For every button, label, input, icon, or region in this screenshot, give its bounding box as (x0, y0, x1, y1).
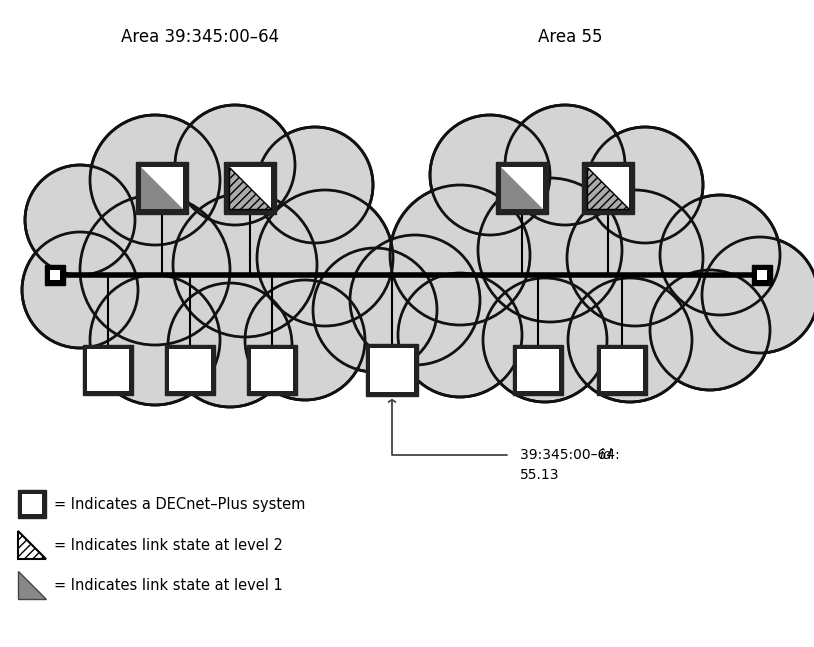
Circle shape (259, 192, 391, 324)
Text: 55.13: 55.13 (520, 468, 559, 482)
Circle shape (245, 280, 365, 400)
Bar (513, 345, 563, 395)
Circle shape (398, 273, 522, 397)
Bar (224, 162, 276, 214)
Circle shape (569, 192, 701, 324)
Circle shape (432, 117, 548, 233)
Bar (496, 162, 548, 214)
Circle shape (483, 278, 607, 402)
Circle shape (663, 197, 778, 313)
Bar (50, 270, 60, 280)
Circle shape (352, 237, 478, 363)
Circle shape (82, 197, 228, 343)
Circle shape (257, 190, 393, 326)
Bar (757, 270, 767, 280)
Bar (752, 265, 772, 285)
Bar (83, 345, 133, 395)
Bar (87, 349, 129, 391)
Circle shape (567, 190, 703, 326)
Polygon shape (141, 167, 183, 209)
Bar (582, 162, 634, 214)
Circle shape (507, 107, 623, 223)
Bar (165, 345, 215, 395)
Circle shape (173, 193, 317, 337)
Circle shape (313, 248, 437, 372)
Circle shape (390, 185, 530, 325)
Circle shape (480, 181, 619, 320)
Circle shape (478, 178, 622, 322)
Circle shape (660, 195, 780, 315)
Circle shape (80, 195, 230, 345)
Circle shape (27, 167, 133, 273)
Bar (366, 344, 418, 396)
Polygon shape (587, 167, 629, 209)
Bar (18, 490, 46, 518)
Bar (597, 345, 647, 395)
Circle shape (589, 129, 701, 241)
Circle shape (90, 275, 220, 405)
Text: = Indicates link state at level 1: = Indicates link state at level 1 (54, 578, 282, 593)
Circle shape (568, 278, 692, 402)
Bar (22, 494, 42, 514)
Bar (45, 265, 65, 285)
Circle shape (650, 270, 770, 390)
Circle shape (702, 237, 814, 353)
Circle shape (177, 107, 293, 223)
Text: Area 39:345:00–64: Area 39:345:00–64 (121, 28, 279, 46)
Circle shape (25, 165, 135, 275)
Polygon shape (501, 167, 543, 209)
Bar (136, 162, 188, 214)
Polygon shape (18, 531, 46, 559)
Circle shape (570, 280, 689, 400)
Bar (370, 348, 414, 392)
Text: id: id (600, 448, 613, 462)
Text: Area 55: Area 55 (538, 28, 602, 46)
Circle shape (587, 127, 703, 243)
Circle shape (485, 280, 605, 400)
Circle shape (704, 239, 814, 351)
Circle shape (170, 285, 290, 405)
Circle shape (430, 115, 550, 235)
Circle shape (652, 272, 768, 388)
Bar (251, 349, 293, 391)
Circle shape (350, 235, 480, 365)
Bar (501, 167, 543, 209)
Bar (587, 167, 629, 209)
Circle shape (400, 275, 520, 395)
Circle shape (315, 250, 435, 370)
Circle shape (24, 234, 136, 345)
Circle shape (90, 115, 220, 245)
Circle shape (259, 129, 371, 241)
Polygon shape (229, 167, 271, 209)
Circle shape (22, 232, 138, 348)
Circle shape (175, 105, 295, 225)
Text: = Indicates link state at level 2: = Indicates link state at level 2 (54, 538, 283, 553)
Bar (517, 349, 559, 391)
Bar (169, 349, 211, 391)
Circle shape (392, 187, 527, 323)
Polygon shape (18, 571, 46, 599)
Bar (141, 167, 183, 209)
Circle shape (505, 105, 625, 225)
Bar (601, 349, 643, 391)
Bar (229, 167, 271, 209)
Text: 39:345:00–64:: 39:345:00–64: (520, 448, 624, 462)
Circle shape (257, 127, 373, 243)
Circle shape (247, 282, 363, 398)
Circle shape (92, 117, 218, 243)
Text: = Indicates a DECnet–Plus system: = Indicates a DECnet–Plus system (54, 496, 305, 512)
Circle shape (92, 277, 218, 403)
Bar (247, 345, 297, 395)
Circle shape (175, 195, 315, 334)
Circle shape (168, 283, 292, 407)
